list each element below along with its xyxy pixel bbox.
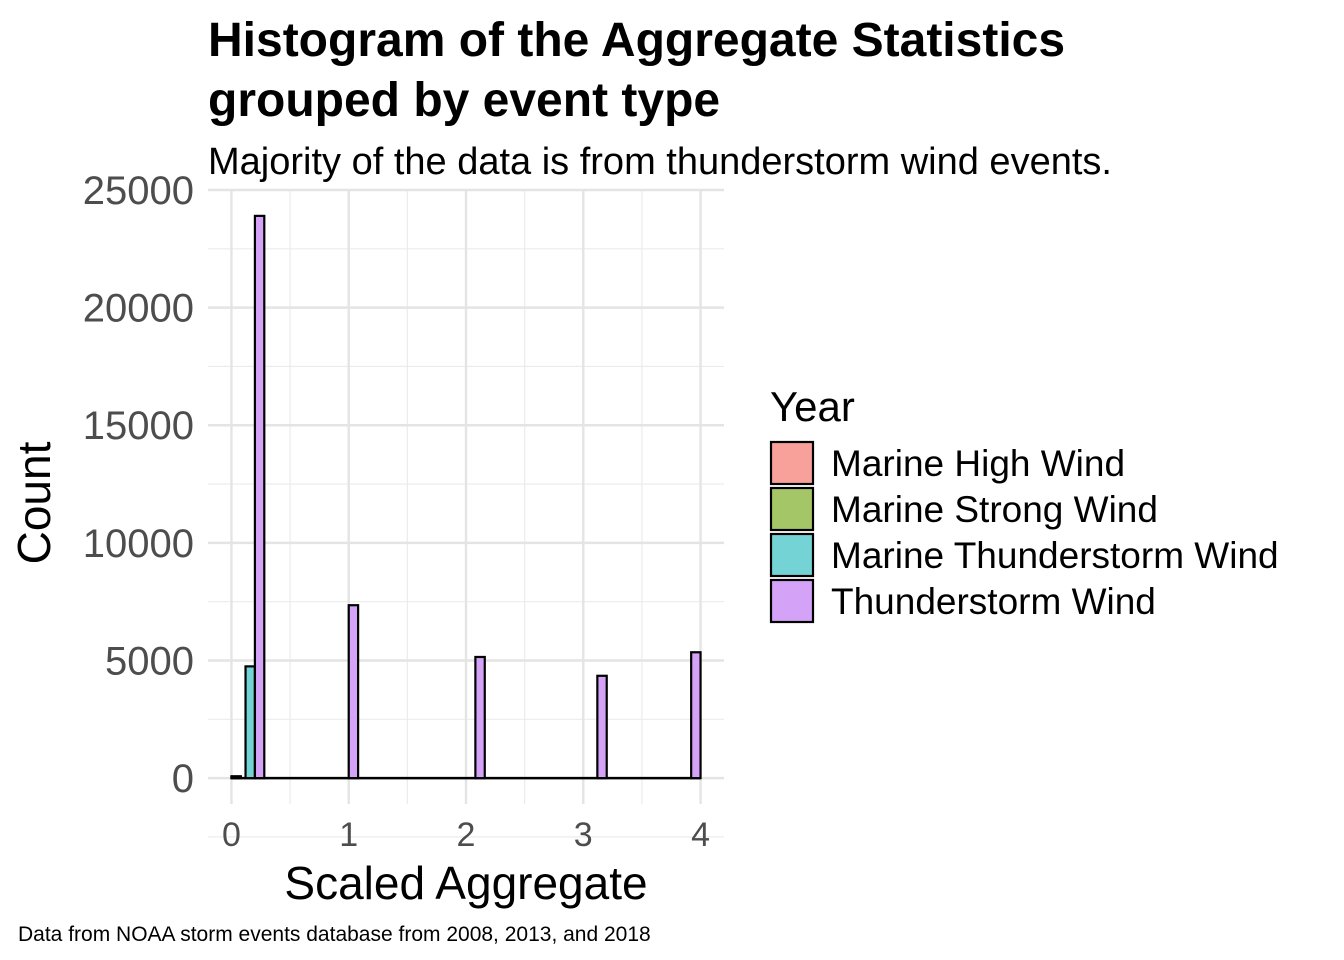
- y-tick-label: 0: [172, 757, 194, 801]
- legend: Year Marine High Wind Marine Strong Wind M…: [769, 383, 1279, 624]
- y-tick-label: 5000: [105, 639, 194, 683]
- histogram-bar: [596, 674, 608, 780]
- histogram-bar: [244, 665, 257, 780]
- y-tick-label: 10000: [83, 522, 194, 566]
- legend-label: Thunderstorm Wind: [831, 581, 1156, 622]
- histogram-bar: [253, 214, 266, 780]
- x-tick-label: 0: [222, 816, 241, 854]
- histogram-bars: [230, 214, 702, 780]
- plot-grid: [208, 188, 724, 838]
- x-tick-label: 2: [457, 816, 476, 854]
- chart-caption: Data from NOAA storm events database fro…: [18, 923, 651, 946]
- y-tick-label: 15000: [83, 404, 194, 448]
- chart-title-line-1: Histogram of the Aggregate Statistics: [208, 14, 1065, 67]
- legend-key: [769, 440, 815, 486]
- histogram-bar: [230, 776, 242, 780]
- histogram-bar: [347, 604, 360, 780]
- legend-label: Marine Thunderstorm Wind: [831, 535, 1279, 576]
- chart-subtitle: Majority of the data is from thunderstor…: [208, 141, 1112, 183]
- x-tick-label: 1: [339, 816, 358, 854]
- legend-label: Marine High Wind: [831, 443, 1125, 484]
- x-axis-tick-labels: 0 1 2 3 4: [222, 816, 710, 854]
- chart-title-line-2: grouped by event type: [208, 74, 720, 127]
- legend-label: Marine Strong Wind: [831, 489, 1158, 530]
- legend-key: [769, 532, 815, 578]
- y-tick-label: 25000: [83, 169, 194, 213]
- legend-key: [769, 486, 815, 532]
- legend-key: [769, 578, 815, 624]
- histogram-bar: [690, 651, 702, 780]
- histogram-bar: [474, 655, 486, 780]
- y-tick-label: 20000: [83, 287, 194, 331]
- y-axis-tick-labels: 0 5000 10000 15000 20000 25000: [83, 169, 194, 801]
- legend-title: Year: [770, 383, 855, 430]
- x-tick-label: 4: [691, 816, 710, 854]
- x-tick-label: 3: [574, 816, 593, 854]
- y-axis-label: Count: [8, 441, 60, 564]
- x-axis-label: Scaled Aggregate: [284, 857, 647, 909]
